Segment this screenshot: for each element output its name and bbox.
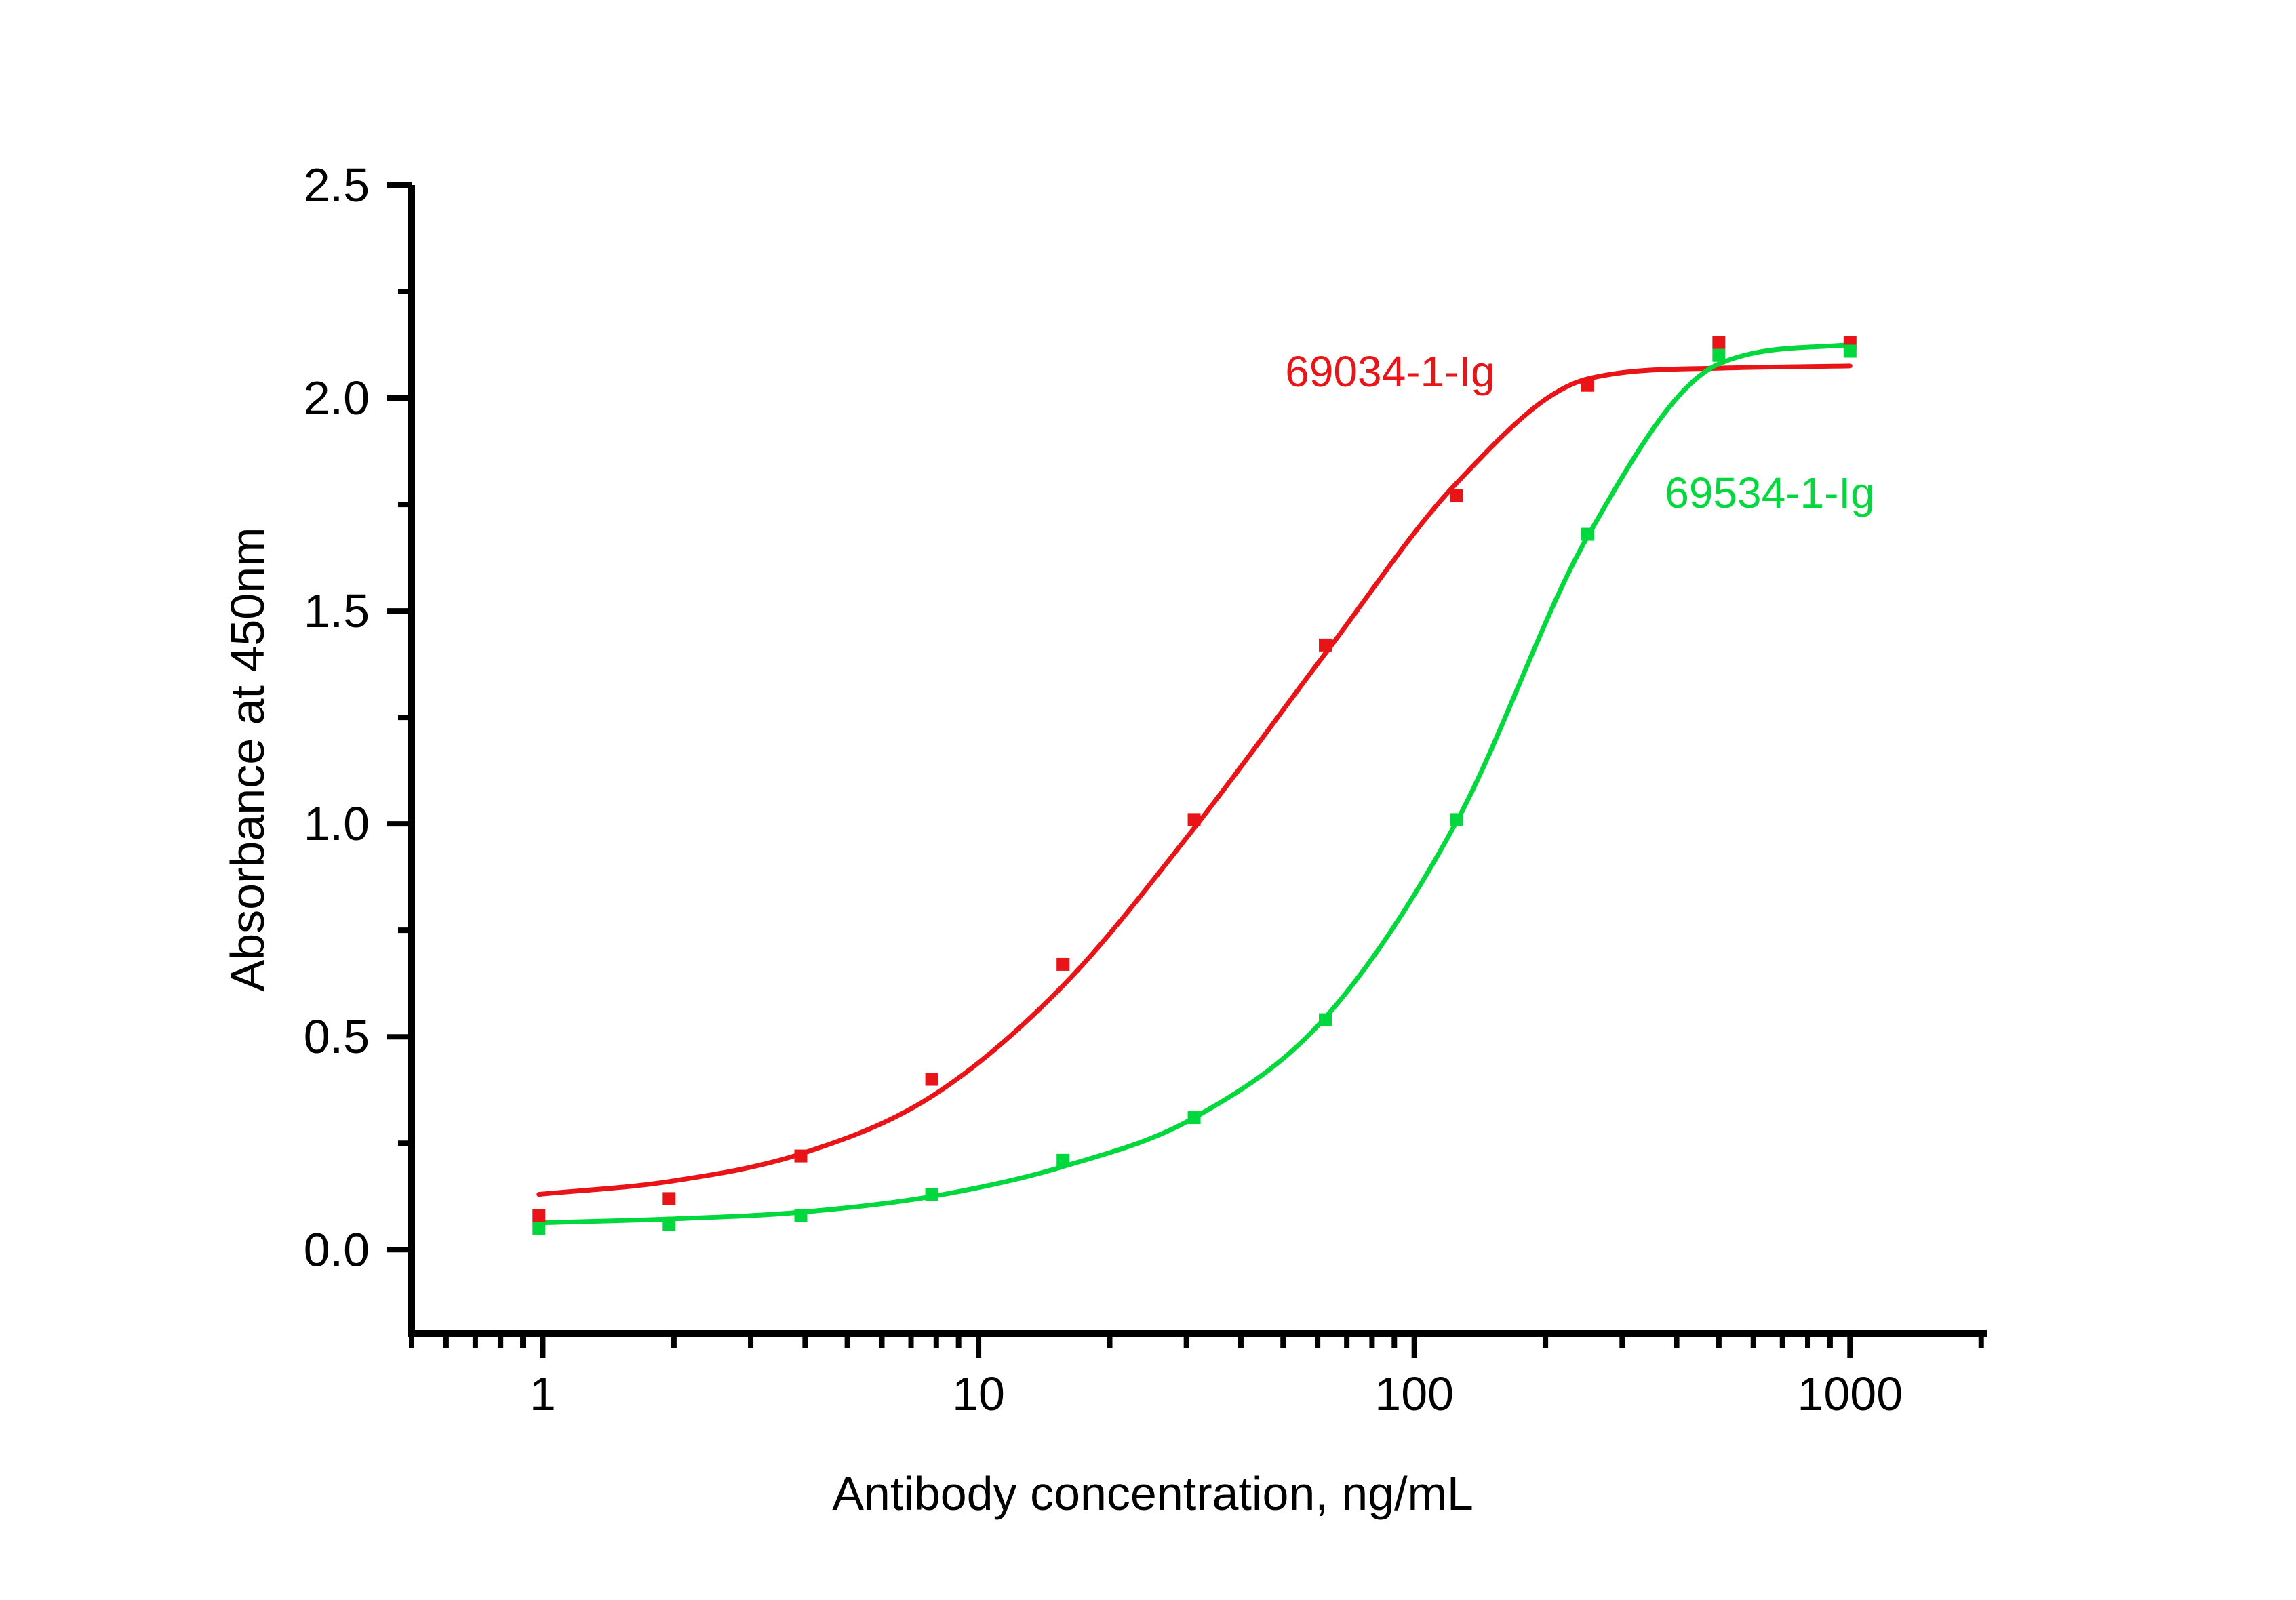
y-tick-label: 2.0 [304, 372, 370, 424]
x-tick-label: 1 [530, 1367, 556, 1420]
data-point-69034-1-Ig [794, 1149, 808, 1163]
data-point-69534-1-Ig [532, 1222, 546, 1235]
data-point-69034-1-Ig [532, 1209, 546, 1222]
data-point-69534-1-Ig [1056, 1153, 1070, 1167]
series-label-69534-1-Ig: 69534-1-Ig [1665, 468, 1875, 517]
series-label-69034-1-Ig: 69034-1-Ig [1285, 347, 1495, 396]
data-point-69034-1-Ig [925, 1073, 938, 1086]
fit-curve-69534-1-Ig [536, 342, 1853, 1226]
data-point-69534-1-Ig [1319, 1013, 1332, 1026]
x-tick-label: 10 [952, 1367, 1005, 1420]
data-point-69034-1-Ig [1450, 489, 1463, 503]
x-tick-label: 100 [1374, 1367, 1454, 1420]
y-tick-label: 2.5 [304, 159, 370, 212]
data-point-69534-1-Ig [1581, 527, 1594, 541]
data-point-69034-1-Ig [1056, 957, 1070, 971]
y-tick-label: 0.0 [304, 1223, 370, 1276]
data-point-69534-1-Ig [925, 1188, 938, 1201]
y-tick-label: 0.5 [304, 1010, 370, 1063]
y-tick-label: 1.5 [304, 584, 370, 637]
series-layer [532, 336, 1857, 1235]
data-point-69034-1-Ig [1581, 378, 1594, 392]
data-point-69534-1-Ig [1843, 344, 1857, 358]
data-point-69034-1-Ig [1712, 336, 1726, 349]
data-point-69534-1-Ig [1450, 813, 1463, 826]
data-point-69534-1-Ig [1187, 1111, 1201, 1125]
x-tick-label: 1000 [1797, 1367, 1903, 1420]
y-tick-label: 1.0 [304, 797, 370, 850]
data-point-69534-1-Ig [662, 1218, 676, 1231]
data-point-69034-1-Ig [1187, 813, 1201, 826]
fit-curve-69034-1-Ig [536, 363, 1853, 1197]
data-point-69034-1-Ig [662, 1192, 676, 1205]
data-point-69534-1-Ig [1712, 348, 1726, 362]
axes-layer: 1 10 100 1000 0.0 0.5 1.0 1.5 2.0 2.5 [304, 159, 1987, 1420]
y-axis-title: Absorbance at 450nm [221, 527, 274, 992]
data-point-69534-1-Ig [794, 1209, 808, 1222]
data-point-69034-1-Ig [1319, 638, 1332, 652]
x-axis-title: Antibody concentration, ng/mL [832, 1467, 1473, 1520]
